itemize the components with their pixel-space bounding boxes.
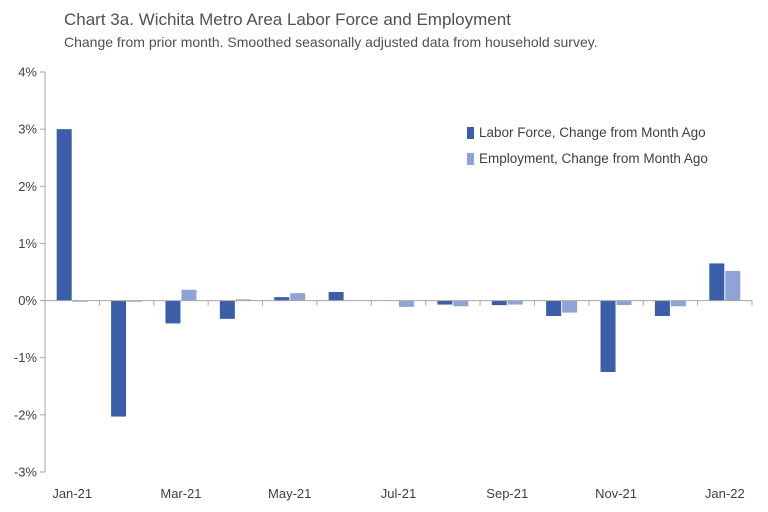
bars-group (56, 129, 741, 417)
employment-bar (453, 300, 469, 307)
y-tick-label: -2% (14, 407, 38, 422)
y-tick-label: -3% (14, 465, 38, 480)
labor-force-bar (600, 300, 616, 372)
legend: Labor Force, Change from Month Ago Employ… (467, 125, 708, 166)
employment-bar (399, 300, 414, 307)
employment-bar (616, 300, 632, 306)
employment-bar (235, 299, 251, 301)
labor-force-bar (328, 292, 344, 301)
employment-bar (290, 293, 306, 301)
labor-force-bar (165, 300, 181, 324)
employment-bar (562, 300, 578, 313)
labor-force-bar (111, 300, 127, 417)
employment-bar (670, 300, 686, 307)
labor-force-bar (654, 300, 670, 316)
labor-force-bar (546, 300, 562, 316)
labor-force-bar (274, 297, 290, 301)
labor-force-bar (437, 300, 453, 305)
employment-bar (72, 300, 88, 302)
x-tick-label: Sep-21 (486, 486, 528, 501)
x-tick-label: May-21 (268, 486, 311, 501)
legend-label-labor-force: Labor Force, Change from Month Ago (479, 125, 706, 140)
employment-bar (127, 300, 143, 302)
chart-title: Chart 3a. Wichita Metro Area Labor Force… (64, 10, 511, 29)
y-tick-label: -1% (14, 350, 38, 365)
employment-bar (725, 270, 741, 301)
y-tick-label: 2% (18, 179, 37, 194)
x-tick-label: Mar-21 (160, 486, 201, 501)
legend-label-employment: Employment, Change from Month Ago (479, 151, 708, 166)
labor-force-bar (491, 300, 507, 306)
x-tick-label: Jul-21 (381, 486, 416, 501)
x-tick-label: Jan-22 (705, 486, 745, 501)
x-tick-label: Nov-21 (595, 486, 637, 501)
chart-subtitle: Change from prior month. Smoothed season… (64, 34, 598, 50)
y-tick-label: 0% (18, 293, 37, 308)
labor-force-bar (56, 129, 72, 301)
axes-group: -3% -2% -1% 0% 1% 2% 3% 4% Jan-21 Mar-21 May-21 Jul… (14, 65, 753, 501)
legend-swatch-employment (467, 153, 474, 165)
y-tick-label: 3% (18, 122, 37, 137)
x-tick-label: Jan-21 (52, 486, 92, 501)
labor-force-bar (709, 263, 725, 301)
employment-bar (507, 300, 523, 305)
employment-bar (181, 289, 197, 301)
y-tick-label: 4% (18, 65, 37, 80)
labor-force-bar (219, 300, 235, 319)
legend-swatch-labor-force (467, 127, 474, 139)
y-tick-label: 1% (18, 236, 37, 251)
